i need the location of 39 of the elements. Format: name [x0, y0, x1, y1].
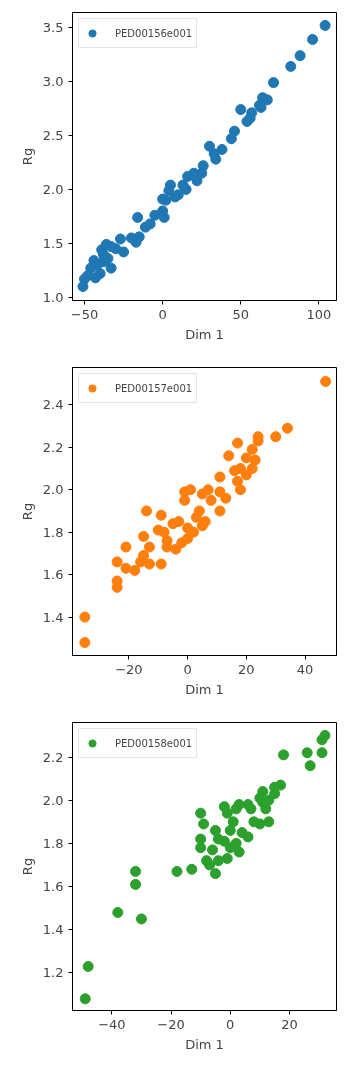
- x-tick-label: 20: [281, 1016, 298, 1032]
- y-axis-title: Rg: [19, 147, 35, 166]
- x-tick-label: 0: [183, 661, 192, 677]
- y-tick-label: 1.8: [42, 835, 64, 851]
- y-tick-label: 1.6: [42, 567, 64, 583]
- legend-label: PED00157e001: [115, 382, 193, 394]
- y-tick-label: 1.5: [42, 235, 64, 251]
- x-tick-label: −40: [98, 1016, 126, 1032]
- x-tick-label: 0: [226, 1016, 235, 1032]
- y-axis-title: Rg: [19, 857, 35, 876]
- x-axis-title: Dim 1: [185, 326, 224, 342]
- y-tick-label: 1.8: [42, 524, 64, 540]
- y-tick-label: 2.2: [42, 749, 64, 765]
- y-tick-label: 2.4: [42, 397, 64, 413]
- x-axis-title: Dim 1: [185, 681, 224, 697]
- x-tick-label: −50: [70, 306, 99, 322]
- x-tick-label: 0: [158, 306, 167, 322]
- x-axis-title: Dim 1: [185, 1036, 224, 1052]
- x-tick-label: −20: [157, 1016, 185, 1032]
- x-tick-label: −20: [115, 661, 143, 677]
- y-tick-label: 2.0: [42, 792, 64, 808]
- x-tick-label: 50: [232, 306, 250, 322]
- y-tick-label: 2.0: [42, 482, 64, 498]
- y-axis-title: Rg: [19, 502, 35, 521]
- x-tick-label: 40: [296, 661, 314, 677]
- x-tick-label: 20: [238, 661, 255, 677]
- y-tick-label: 1.4: [42, 922, 64, 938]
- y-tick-label: 1.2: [42, 965, 64, 981]
- y-tick-label: 1.4: [42, 609, 64, 625]
- y-tick-label: 3.0: [42, 74, 64, 90]
- x-tick-label: 100: [306, 306, 332, 322]
- y-tick-label: 1.0: [42, 289, 64, 305]
- y-tick-label: 3.5: [42, 20, 64, 36]
- y-tick-label: 1.6: [42, 879, 64, 895]
- y-tick-label: 2.0: [42, 181, 64, 197]
- y-tick-label: 2.2: [42, 439, 64, 455]
- y-tick-label: 2.5: [42, 127, 64, 143]
- legend-label: PED00158e001: [115, 737, 193, 749]
- legend-label: PED00156e001: [115, 27, 193, 39]
